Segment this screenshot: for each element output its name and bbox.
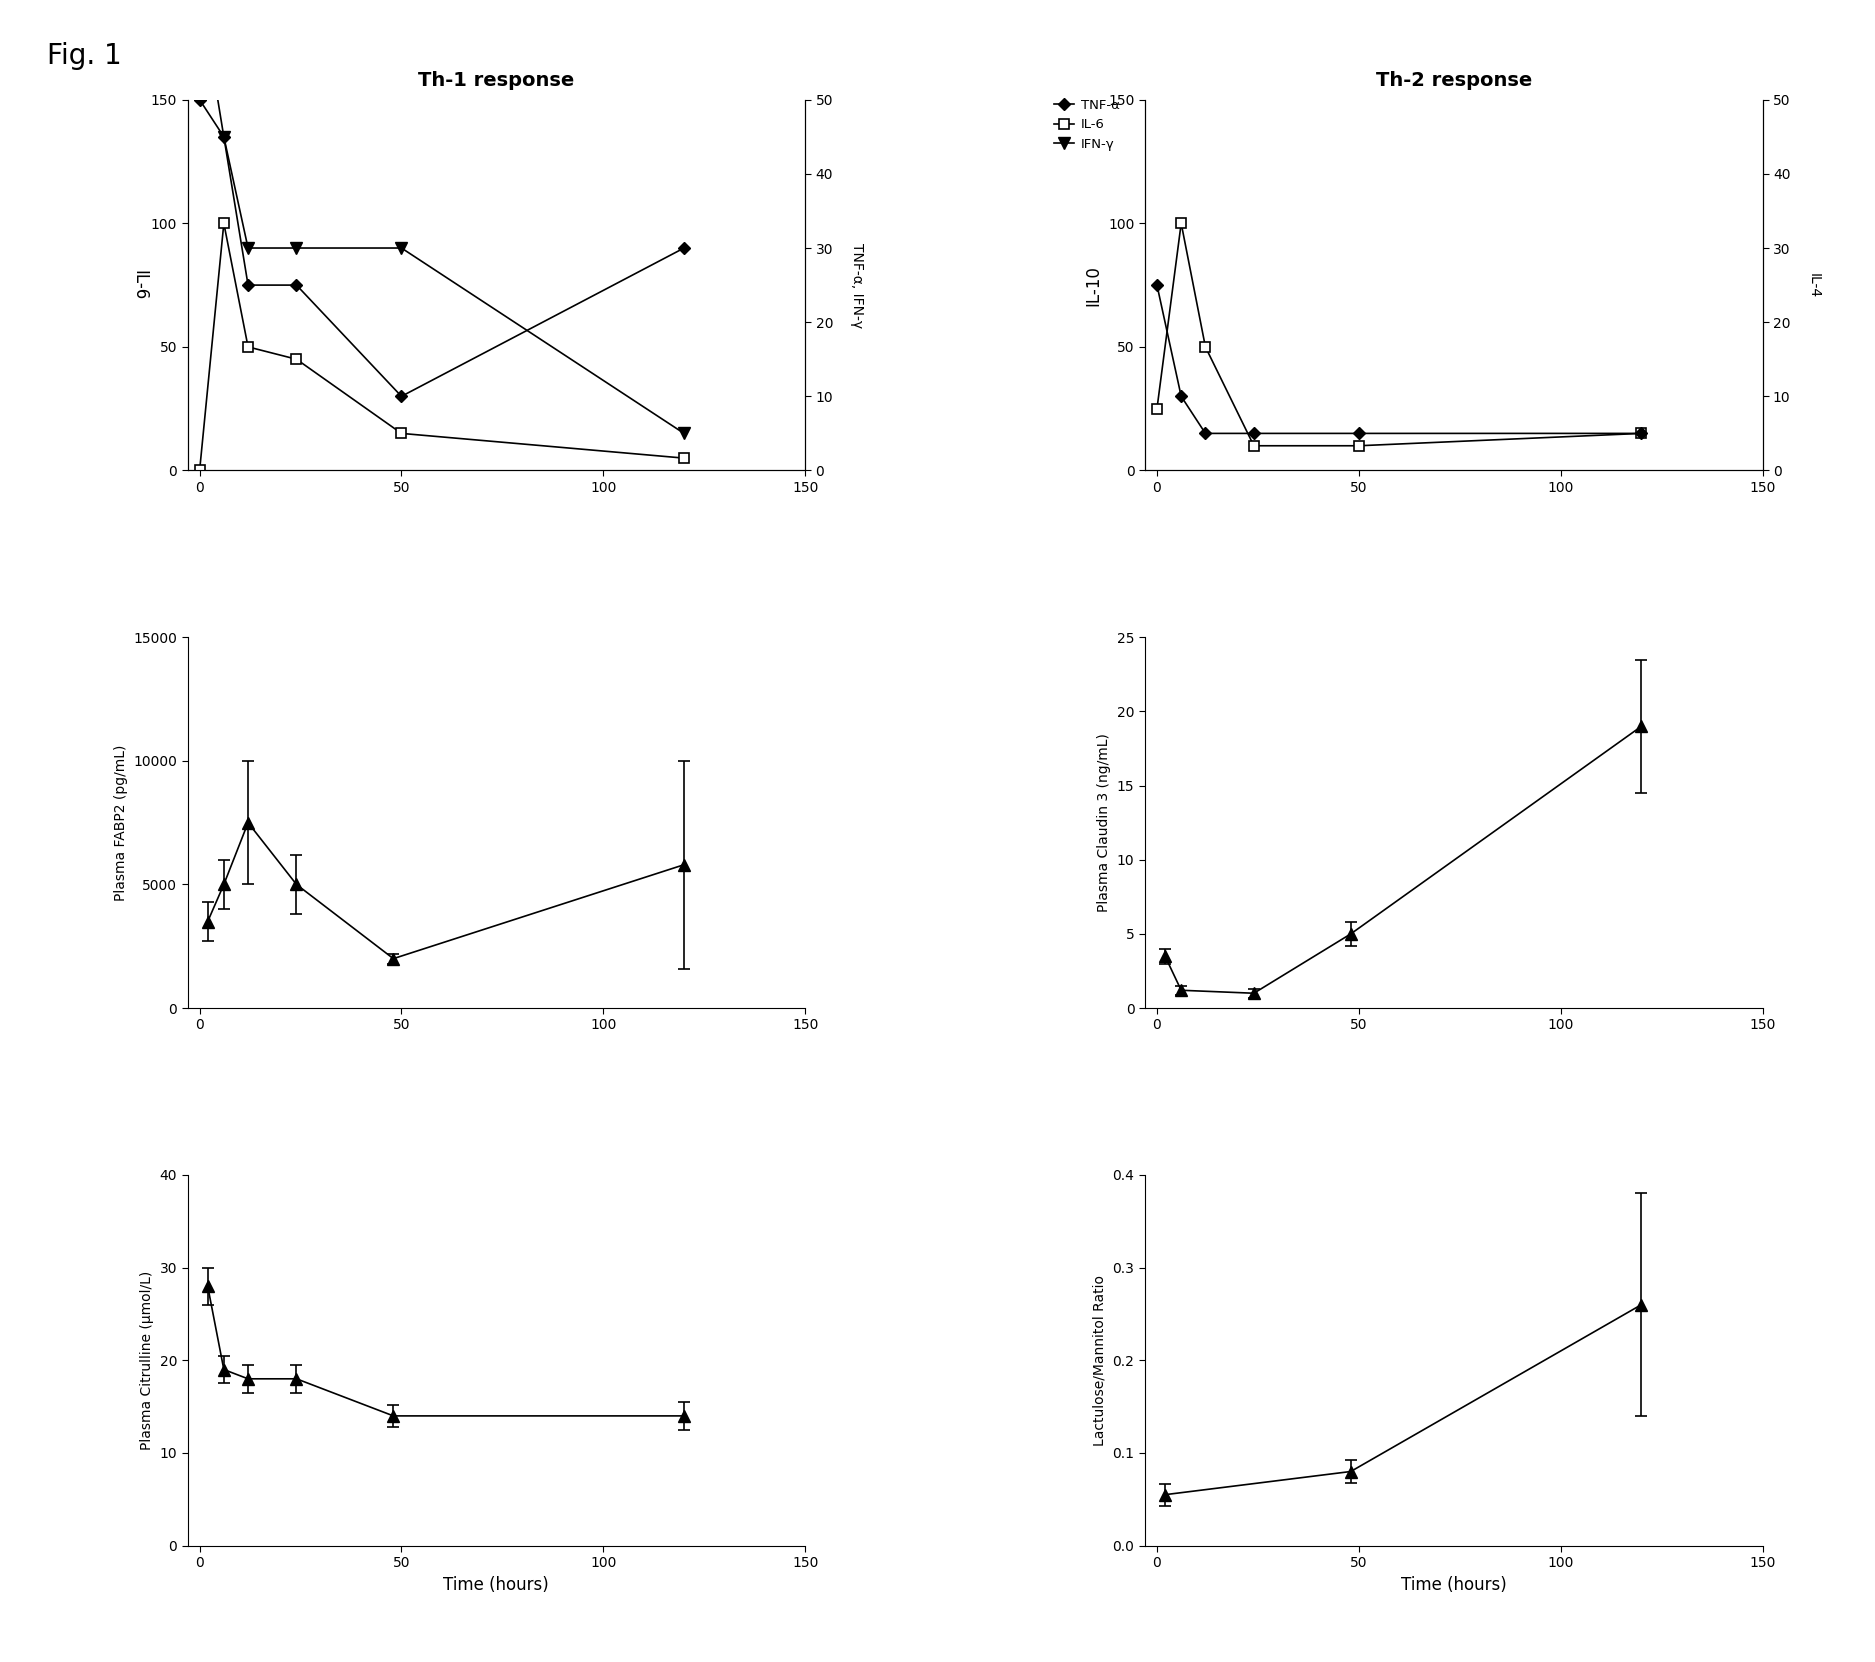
TNF-α <box>285 276 308 296</box>
IFN-γ <box>673 424 696 444</box>
IFN-γ <box>285 238 308 258</box>
IL-6 <box>236 337 259 357</box>
Y-axis label: Plasma Claudin 3 (ng/mL): Plasma Claudin 3 (ng/mL) <box>1097 733 1112 912</box>
TNF-α <box>188 90 210 110</box>
Text: Fig. 1: Fig. 1 <box>47 42 122 70</box>
IL-6 <box>285 349 308 369</box>
X-axis label: Time (hours): Time (hours) <box>444 1576 549 1594</box>
Y-axis label: Lactulose/Mannitol Ratio: Lactulose/Mannitol Ratio <box>1093 1275 1106 1446</box>
Line: TNF-α: TNF-α <box>195 95 688 401</box>
IFN-γ <box>236 238 259 258</box>
IFN-γ <box>212 126 234 146</box>
Legend: TNF-α, IL-6, IFN-γ: TNF-α, IL-6, IFN-γ <box>1054 100 1119 151</box>
Title: Th-1 response: Th-1 response <box>418 71 574 90</box>
Title: Th-2 response: Th-2 response <box>1376 71 1532 90</box>
Y-axis label: IL-4: IL-4 <box>1808 273 1821 297</box>
Line: IFN-γ: IFN-γ <box>193 0 690 439</box>
TNF-α <box>673 238 696 258</box>
TNF-α <box>390 386 412 406</box>
TNF-α <box>236 276 259 296</box>
Y-axis label: IL-10: IL-10 <box>1084 264 1102 306</box>
Y-axis label: TNF-α, IFN-γ: TNF-α, IFN-γ <box>849 243 864 327</box>
Y-axis label: Plasma Citrulline (μmol/L): Plasma Citrulline (μmol/L) <box>141 1271 154 1449</box>
IFN-γ <box>390 238 412 258</box>
Line: IL-6: IL-6 <box>195 218 688 475</box>
IL-6 <box>673 449 696 469</box>
Y-axis label: IL-6: IL-6 <box>129 269 148 301</box>
IL-6 <box>188 460 210 480</box>
IL-6 <box>390 424 412 444</box>
X-axis label: Time (hours): Time (hours) <box>1401 1576 1506 1594</box>
Y-axis label: Plasma FABP2 (pg/mL): Plasma FABP2 (pg/mL) <box>114 745 128 901</box>
TNF-α <box>212 126 234 146</box>
IL-6 <box>212 213 234 233</box>
